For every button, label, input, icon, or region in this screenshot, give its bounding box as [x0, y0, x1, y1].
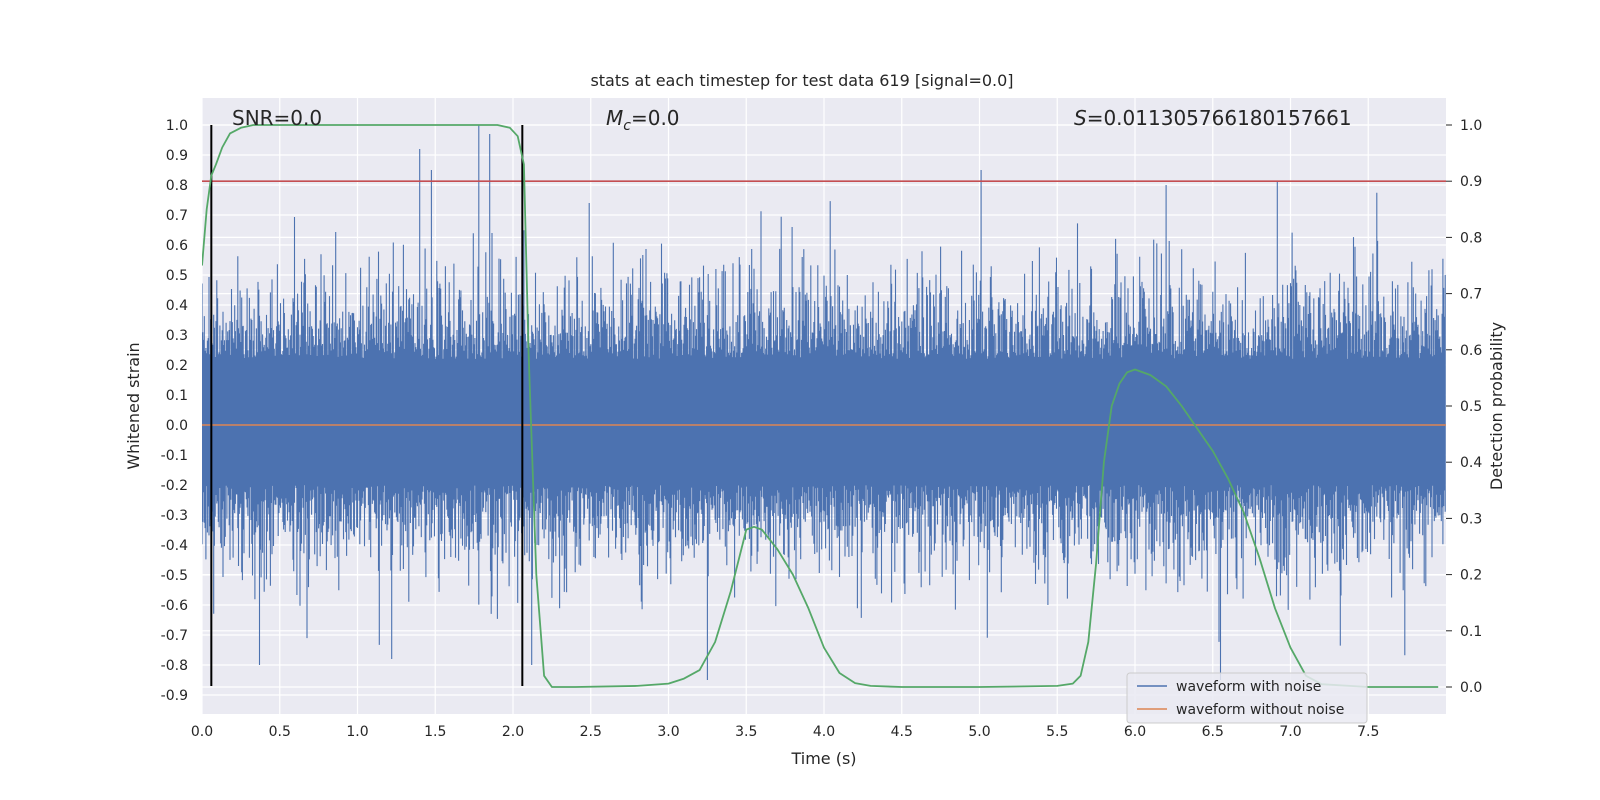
y-tick-label: 0.3: [166, 328, 188, 344]
y-tick-label: -0.8: [161, 658, 188, 674]
mc-symbol: M: [606, 106, 623, 130]
y2-tick-label: 0.6: [1460, 343, 1482, 359]
s-annotation: S=0.011305766180157661: [1074, 106, 1352, 130]
x-tick-label: 7.5: [1357, 724, 1379, 740]
x-tick-label: 4.5: [891, 724, 913, 740]
x-axis: 0.0 0.5 1.0 1.5 2.0 2.5 3.0 3.5 4.0 4.5 5.0 5.5 6.0 6…: [191, 724, 1380, 740]
x-tick-label: 5.5: [1046, 724, 1068, 740]
y-tick-label: -0.9: [161, 688, 188, 704]
y2-tick-label: 0.0: [1460, 680, 1482, 696]
x-tick-label: 4.0: [813, 724, 835, 740]
noise-trace: [202, 125, 1446, 680]
y-tick-label: -0.5: [161, 568, 188, 584]
y2-tick-label: 0.2: [1460, 568, 1482, 584]
y-tick-label: -0.6: [161, 598, 188, 614]
mc-subscript: c: [623, 118, 631, 134]
y2-tick-label: 1.0: [1460, 118, 1482, 134]
y-tick-label: 0.6: [166, 238, 188, 254]
x-tick-label: 5.0: [968, 724, 990, 740]
y-tick-label: -0.2: [161, 478, 188, 494]
y2-tick-label: 0.7: [1460, 287, 1482, 303]
y2-tick-label: 0.1: [1460, 624, 1482, 640]
y-tick-label: -0.1: [161, 448, 188, 464]
s-value: =0.011305766180157661: [1087, 106, 1352, 130]
legend-label-noise: waveform with noise: [1176, 679, 1321, 695]
y-tick-label: 1.0: [166, 118, 188, 134]
x-tick-label: 6.5: [1202, 724, 1224, 740]
y-axis-right: 1.0 0.9 0.8 0.7 0.6 0.5 0.4 0.3 0.2 0.1 0.0: [1446, 118, 1482, 696]
y-tick-label: 0.1: [166, 388, 188, 404]
x-tick-label: 1.0: [346, 724, 368, 740]
snr-annotation: SNR=0.0: [232, 106, 322, 130]
x-tick-label: 3.0: [657, 724, 679, 740]
y-tick-label: 0.2: [166, 358, 188, 374]
y2-tick-label: 0.4: [1460, 455, 1482, 471]
y2-tick-label: 0.3: [1460, 511, 1482, 527]
y-tick-label: 0.7: [166, 208, 188, 224]
x-tick-label: 2.5: [580, 724, 602, 740]
x-tick-label: 0.0: [191, 724, 213, 740]
y-tick-label: -0.3: [161, 508, 188, 524]
x-tick-label: 1.5: [424, 724, 446, 740]
series-waveform-with-noise: [202, 125, 1446, 680]
series-detection-probability: [202, 124, 1439, 688]
y-axis-label: Whitened strain: [124, 342, 143, 469]
x-tick-label: 6.0: [1124, 724, 1146, 740]
x-tick-label: 3.5: [735, 724, 757, 740]
overlay-lines: [202, 124, 1446, 688]
mc-annotation: Mc=0.0: [606, 106, 680, 134]
chart-title: stats at each timestep for test data 619…: [590, 71, 1013, 90]
y-tick-label: 0.5: [166, 268, 188, 284]
x-tick-label: 0.5: [269, 724, 291, 740]
y-tick-label: -0.7: [161, 628, 188, 644]
y-tick-label: 0.4: [166, 298, 188, 314]
legend-label-clean: waveform without noise: [1176, 702, 1344, 718]
s-symbol: S: [1074, 106, 1087, 130]
y-tick-label: -0.4: [161, 538, 188, 554]
x-tick-label: 2.0: [502, 724, 524, 740]
mc-value: =0.0: [631, 106, 680, 130]
y-axis-left: 1.0 0.9 0.8 0.7 0.6 0.5 0.4 0.3 0.2 0.1 0.0 -0.1 -0.…: [161, 118, 188, 704]
y-tick-label: 0.0: [166, 418, 188, 434]
y-tick-label: 0.8: [166, 178, 188, 194]
y2-tick-label: 0.5: [1460, 399, 1482, 415]
y2-tick-label: 0.9: [1460, 174, 1482, 190]
y-tick-label: 0.9: [166, 148, 188, 164]
x-tick-label: 7.0: [1279, 724, 1301, 740]
legend: waveform with noise waveform without noi…: [1126, 672, 1368, 724]
y2-axis-label: Detection probability: [1487, 322, 1506, 490]
x-axis-label: Time (s): [790, 749, 856, 768]
legend-box: [1126, 672, 1368, 724]
y2-tick-label: 0.8: [1460, 230, 1482, 246]
